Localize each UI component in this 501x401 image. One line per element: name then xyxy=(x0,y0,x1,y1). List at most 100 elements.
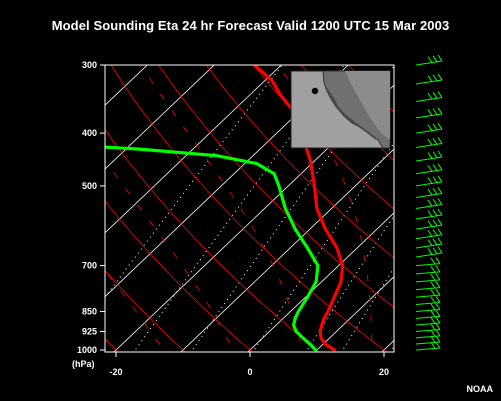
wind-barb-feather xyxy=(427,56,433,63)
isotherm-line xyxy=(180,148,394,352)
wind-barb xyxy=(415,301,441,305)
inset-terrain xyxy=(345,71,390,140)
wind-barb-feather xyxy=(430,342,436,349)
dry-adiabat-line xyxy=(478,53,501,362)
wind-barb-feather xyxy=(437,91,443,98)
temperature-axis: -20 0 20 xyxy=(109,352,389,377)
wind-barb-feather xyxy=(437,228,443,236)
wind-barb-feather xyxy=(437,54,443,62)
wind-barb-feather xyxy=(430,317,436,324)
dry-adiabat-line xyxy=(105,338,119,352)
y-tick-label: 925 xyxy=(82,327,97,337)
wind-barbs xyxy=(415,54,443,351)
wind-barb-feather xyxy=(427,239,433,246)
mixing-ratio-line xyxy=(341,266,394,352)
wind-barb-feather xyxy=(430,265,436,273)
wind-barb-feather xyxy=(432,151,438,159)
wind-barb-feather xyxy=(432,137,438,145)
wind-barb xyxy=(415,192,443,198)
wind-barb-feather xyxy=(435,281,441,288)
wind-barb-feather xyxy=(432,92,438,99)
wind-barb-feather xyxy=(430,310,436,318)
wind-barb-feather xyxy=(437,175,443,183)
y-axis-unit: (hPa) xyxy=(72,359,95,369)
wind-barb-feather xyxy=(437,218,443,226)
wind-barb-feather xyxy=(430,274,436,281)
dry-adiabat-line xyxy=(0,53,60,362)
wind-barb xyxy=(415,214,443,220)
wind-barb-feather xyxy=(432,74,438,82)
wind-barb-feather xyxy=(432,238,438,246)
wind-barb xyxy=(415,287,441,291)
wind-barb xyxy=(415,279,441,283)
wind-barb xyxy=(415,224,443,230)
wind-barb-feather xyxy=(427,199,433,207)
wind-barb-feather xyxy=(432,108,438,115)
wind-barb-feather xyxy=(435,273,441,281)
wind-barb-feather xyxy=(432,164,438,171)
wind-barb-feather xyxy=(430,296,436,304)
wind-barb-feather xyxy=(437,122,443,130)
wind-barb-feather xyxy=(435,310,441,317)
y-tick-label: 850 xyxy=(82,307,97,317)
dry-adiabat-line xyxy=(158,65,394,309)
wind-barb-feather xyxy=(430,303,436,311)
wind-barb-feather xyxy=(427,165,433,172)
x-tick-label: -20 xyxy=(109,367,122,377)
isotherm-line xyxy=(105,65,148,106)
wind-barb-feather xyxy=(430,336,436,343)
wind-barb xyxy=(415,335,441,339)
wind-barb-feather xyxy=(437,246,443,254)
moist-adiabat-line xyxy=(105,159,235,352)
wind-barb-feather xyxy=(430,281,436,289)
wind-barb-feather xyxy=(435,288,441,296)
dry-adiabat-line xyxy=(431,53,501,362)
wind-barb-feather xyxy=(437,198,443,205)
dry-adiabat-line xyxy=(205,65,394,259)
y-tick-label: 1000 xyxy=(77,345,97,355)
wind-barb-feather xyxy=(435,265,441,273)
wind-barb xyxy=(415,128,443,134)
mixing-ratio-line xyxy=(389,345,394,352)
moist-adiabat-line xyxy=(439,49,460,362)
wind-barb-feather xyxy=(432,247,438,255)
mixing-ratio-line xyxy=(133,65,345,352)
wind-barb-feather xyxy=(427,138,433,146)
wind-barb-feather xyxy=(437,187,443,194)
dry-adiabat-line xyxy=(105,269,186,352)
wind-barb xyxy=(415,243,443,249)
isotherm-line xyxy=(0,49,30,362)
wind-barb-feather xyxy=(432,229,438,236)
wind-barb xyxy=(415,181,443,187)
wind-barb-feather xyxy=(427,92,433,100)
wind-barb-feather xyxy=(432,123,438,131)
isotherm-line xyxy=(247,212,394,352)
wind-barb xyxy=(415,347,441,351)
wind-barb xyxy=(415,294,441,298)
wind-barb xyxy=(415,203,443,209)
wind-barb-feather xyxy=(427,188,433,196)
wind-barb-feather xyxy=(432,55,438,63)
wind-barb-feather xyxy=(435,316,441,324)
isotherm-line xyxy=(105,65,282,234)
x-tick-label: 0 xyxy=(247,367,252,377)
isotherm-line xyxy=(439,49,501,362)
isotherm-line xyxy=(105,65,215,170)
wind-barb-feather xyxy=(432,176,438,183)
wind-barb xyxy=(415,271,441,275)
x-tick-label: 20 xyxy=(379,367,389,377)
wind-barb-feather xyxy=(435,303,441,310)
y-tick-label: 300 xyxy=(82,60,97,70)
wind-barb xyxy=(415,341,441,345)
wind-barb xyxy=(415,329,441,333)
wind-barb-feather xyxy=(437,237,443,245)
inset-coast-ridge xyxy=(325,87,377,140)
background-lines xyxy=(0,49,501,362)
wind-barb-feather xyxy=(432,187,438,195)
wind-barb-feather xyxy=(427,177,433,184)
dry-adiabat-line xyxy=(384,53,501,362)
wind-barb xyxy=(415,315,441,319)
wind-barb-feather xyxy=(437,150,443,158)
wind-barb-feather xyxy=(432,209,438,217)
